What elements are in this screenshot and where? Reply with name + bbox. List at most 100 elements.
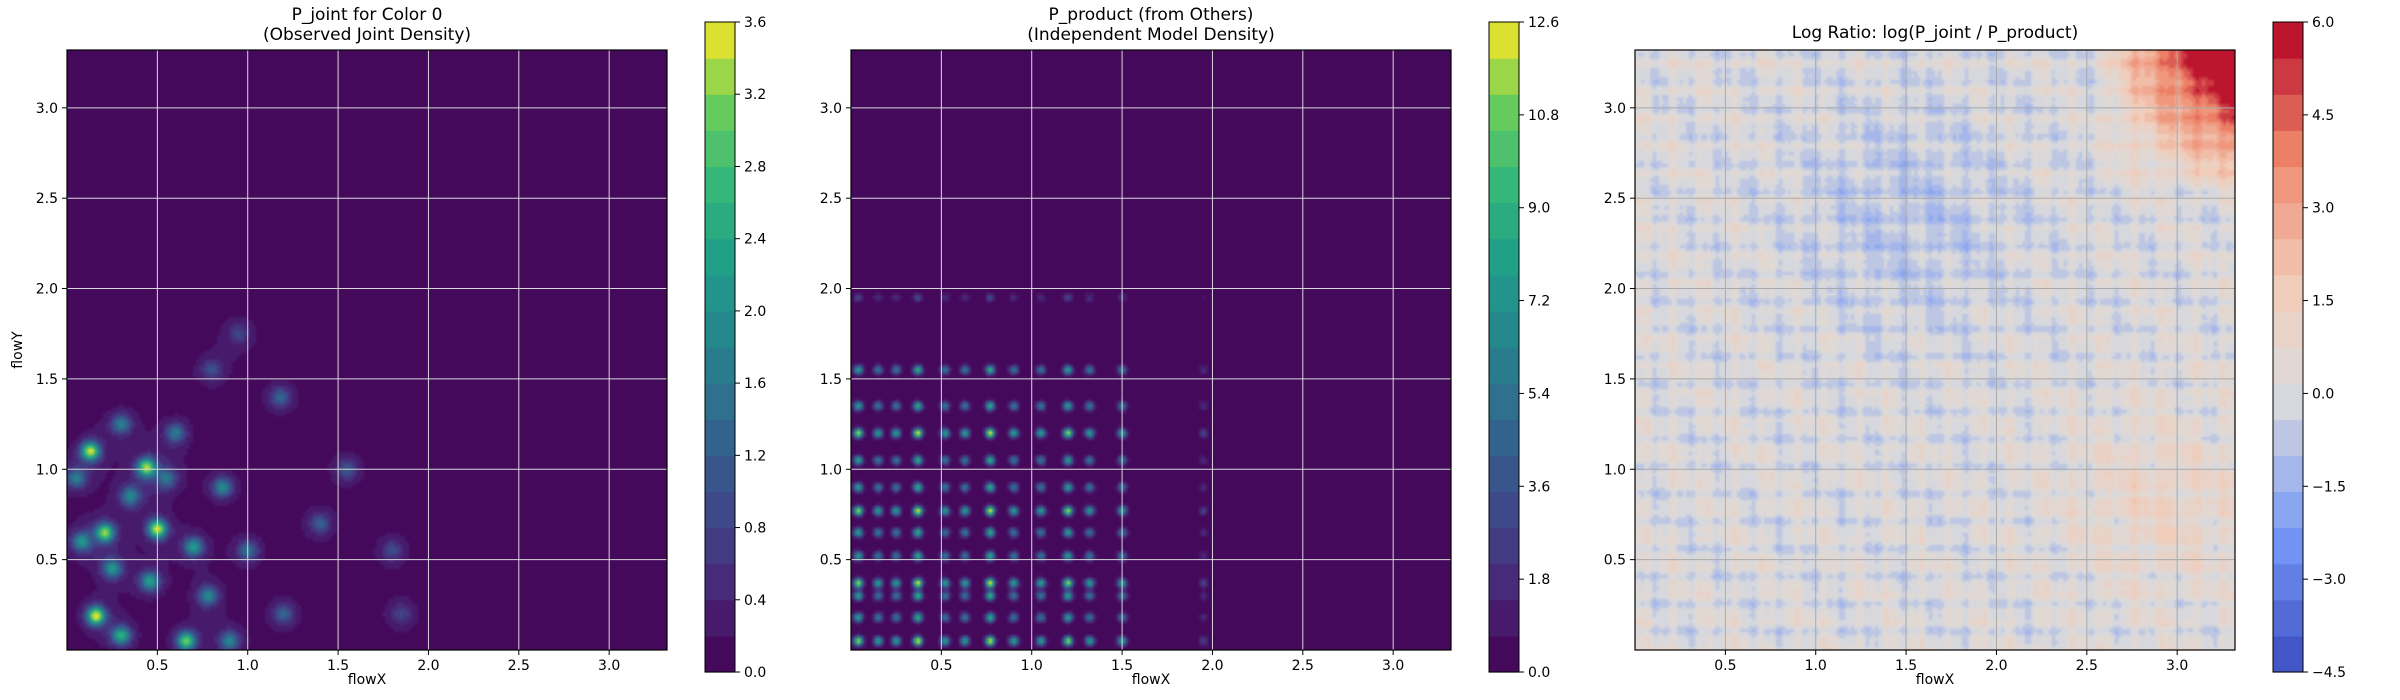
colorbar-band: [2273, 166, 2303, 204]
colorbar-tick-label: 1.6: [744, 376, 766, 392]
y-tick-label: 0.5: [1604, 553, 1626, 569]
colorbar-band: [705, 383, 735, 420]
colorbar-band: [705, 455, 735, 493]
colorbar-tick-label: 10.8: [1528, 108, 1559, 124]
colorbar-band: [2273, 347, 2303, 384]
colorbar-band: [1489, 347, 1519, 384]
colorbar-tick-label: 5.4: [1528, 386, 1550, 402]
panel2-density-image: [851, 50, 1451, 650]
colorbar-tick-label: 2.8: [744, 159, 766, 175]
colorbar-tick-label: 9.0: [1528, 201, 1550, 217]
colorbar-band: [2273, 22, 2303, 59]
colorbar-band: [2273, 455, 2303, 493]
x-tick-label: 1.5: [327, 658, 349, 674]
colorbar-band: [1489, 491, 1519, 529]
colorbar-band: [1489, 202, 1519, 240]
x-tick-label: 1.0: [237, 658, 259, 674]
y-tick-label: 0.5: [820, 553, 842, 569]
colorbar-band: [2273, 563, 2303, 601]
colorbar-band: [705, 599, 735, 637]
colorbar-band: [1489, 383, 1519, 420]
colorbar-band: [1489, 455, 1519, 493]
panel2-title-line1: P_product (from Others): [1049, 5, 1254, 25]
panel2-x-ticks: 0.5 1.0 1.5 2.0 2.5 3.0: [930, 650, 1404, 674]
colorbar-tick-label: 12.6: [1528, 15, 1559, 31]
x-tick-label: 1.0: [1021, 658, 1043, 674]
colorbar-tick-label: 0.0: [2312, 386, 2334, 402]
colorbar-band: [2273, 58, 2303, 95]
colorbar-band: [1489, 419, 1519, 456]
colorbar-band: [2273, 635, 2303, 673]
colorbar-band: [705, 58, 735, 95]
y-tick-label: 3.0: [820, 101, 842, 117]
y-tick-label: 2.0: [1604, 282, 1626, 298]
colorbar-band: [1489, 166, 1519, 204]
colorbar-tick-label: 3.6: [744, 15, 766, 31]
panel2-title-line2: (Independent Model Density): [1027, 25, 1275, 45]
y-tick-label: 1.0: [36, 462, 58, 478]
x-tick-label: 0.5: [930, 658, 952, 674]
colorbar-band: [705, 527, 735, 565]
x-tick-label: 2.0: [417, 658, 439, 674]
x-tick-label: 3.0: [598, 658, 620, 674]
y-tick-label: 1.0: [820, 462, 842, 478]
panel2-grid: [851, 50, 1451, 650]
y-tick-label: 1.0: [1604, 462, 1626, 478]
colorbar-tick-label: 2.0: [744, 304, 766, 320]
y-tick-label: 2.0: [36, 282, 58, 298]
x-tick-label: 2.5: [1292, 658, 1314, 674]
panel3-colorbar-bands: [2273, 22, 2303, 673]
colorbar-tick-label: 1.5: [2312, 294, 2334, 310]
colorbar-band: [705, 274, 735, 312]
panel-joint: P_joint for Color 0 (Observed Joint Dens…: [10, 5, 766, 688]
y-tick-label: 2.0: [820, 282, 842, 298]
panel3-colorbar-frame: [2272, 21, 2304, 673]
panel2-xlabel: flowX: [1132, 672, 1171, 688]
colorbar-band: [705, 130, 735, 168]
x-tick-label: 0.5: [146, 658, 168, 674]
y-tick-label: 0.5: [36, 553, 58, 569]
panel3-grid: [1635, 50, 2235, 650]
x-tick-label: 2.5: [508, 658, 530, 674]
colorbar-tick-label: 6.0: [2312, 15, 2334, 31]
colorbar-band: [705, 563, 735, 601]
colorbar-tick-label: 2.4: [744, 232, 766, 248]
colorbar-band: [705, 419, 735, 456]
colorbar-band: [2273, 527, 2303, 565]
x-tick-label: 3.0: [2166, 658, 2188, 674]
x-tick-label: 2.0: [1985, 658, 2007, 674]
y-tick-label: 2.5: [36, 191, 58, 207]
y-tick-label: 1.5: [1604, 372, 1626, 388]
panel3-xlabel: flowX: [1916, 672, 1955, 688]
colorbar-band: [1489, 274, 1519, 312]
panel1-colorbar-frame: [704, 21, 736, 673]
colorbar-band: [2273, 491, 2303, 529]
colorbar-band: [2273, 599, 2303, 637]
colorbar-tick-label: 3.6: [1528, 479, 1550, 495]
colorbar-band: [1489, 527, 1519, 565]
colorbar-band: [1489, 563, 1519, 601]
panel1-colorbar-ticks: 0.0 0.4 0.8 1.2 1.6 2.0 2.4 2.8 3.2 3.6: [735, 15, 766, 681]
colorbar-band: [705, 238, 735, 276]
panel1-ylabel: flowY: [10, 331, 26, 369]
panel3-ratio-image: [1635, 50, 2235, 650]
panel1-title-line2: (Observed Joint Density): [263, 25, 471, 45]
y-tick-label: 2.5: [820, 191, 842, 207]
colorbar-tick-label: 0.0: [1528, 665, 1550, 681]
y-tick-label: 2.5: [1604, 191, 1626, 207]
colorbar-band: [705, 202, 735, 240]
panel3-frame: [1634, 49, 2236, 651]
panel-product: P_product (from Others) (Independent Mod…: [820, 5, 1560, 688]
colorbar-tick-label: 0.4: [744, 593, 766, 609]
panel1-frame: [66, 49, 668, 651]
colorbar-band: [2273, 383, 2303, 420]
colorbar-tick-label: 0.0: [744, 665, 766, 681]
x-tick-label: 3.0: [1382, 658, 1404, 674]
colorbar-band: [1489, 238, 1519, 276]
colorbar-band: [2273, 238, 2303, 276]
colorbar-band: [2273, 94, 2303, 131]
panel1-x-ticks: 0.5 1.0 1.5 2.0 2.5 3.0: [146, 650, 620, 674]
y-tick-label: 1.5: [36, 372, 58, 388]
x-tick-label: 0.5: [1714, 658, 1736, 674]
